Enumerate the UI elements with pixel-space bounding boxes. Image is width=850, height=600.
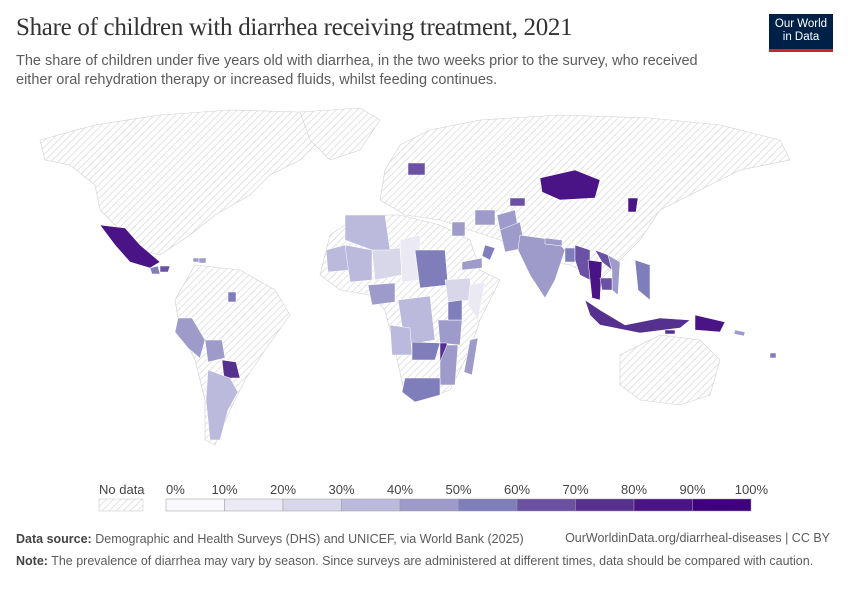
country-mali[interactable]: Mali	[344, 244, 373, 283]
country-niger[interactable]: Niger	[371, 247, 403, 281]
country-mozambique[interactable]: Mozambique	[439, 344, 459, 386]
legend-bin[interactable]	[575, 498, 635, 512]
legend-tick-label: 70%	[562, 482, 588, 497]
country-nepal[interactable]: Nepal	[544, 237, 563, 247]
country-papua-new-guinea[interactable]: Papua New Guinea	[694, 314, 726, 333]
owid-logo[interactable]: Our World in Data	[769, 14, 833, 52]
country-haiti[interactable]: Haiti	[192, 257, 200, 263]
country-peru[interactable]: Peru	[174, 317, 206, 359]
country-iraq[interactable]: Iraq	[451, 221, 466, 237]
country-thailand[interactable]: Thailand	[587, 259, 603, 301]
legend-tick-label: 50%	[445, 482, 471, 497]
chart-subtitle: The share of children under five years o…	[16, 53, 698, 88]
greenland	[299, 107, 381, 161]
legend-bin[interactable]	[165, 498, 225, 512]
country-vietnam[interactable]: Vietnam	[607, 254, 621, 296]
country-somalia[interactable]: Somalia	[467, 281, 486, 321]
legend-tick-label: 40%	[387, 482, 413, 497]
country-mexico[interactable]: Mexico	[99, 224, 161, 269]
country-north-korea[interactable]: North Korea	[627, 197, 639, 213]
country-fiji[interactable]: Fiji	[769, 352, 777, 359]
country-solomon-islands[interactable]: Solomon Islands	[733, 329, 746, 337]
legend-tick-label: 60%	[504, 482, 530, 497]
legend-tick-label: 100%	[735, 482, 769, 497]
country-south-africa[interactable]: South Africa	[401, 377, 441, 403]
country-angola[interactable]: Angola	[389, 324, 413, 356]
legend-tick-label: 0%	[166, 482, 185, 497]
country-zambia[interactable]: Zambia	[411, 341, 441, 361]
legend-no-data-swatch	[98, 498, 144, 512]
legend-tick-label: 20%	[270, 482, 296, 497]
legend-bin[interactable]	[516, 498, 576, 512]
country-nigeria[interactable]: Nigeria	[367, 282, 396, 306]
country-madagascar[interactable]: Madagascar	[463, 337, 479, 376]
note: Note: The prevalence of diarrhea may var…	[16, 553, 816, 569]
country-guatemala[interactable]: Guatemala	[149, 265, 161, 275]
chart-title: Share of children with diarrhea receivin…	[16, 14, 573, 41]
country-tanzania[interactable]: Tanzania	[437, 319, 463, 346]
country-bolivia[interactable]: Bolivia	[204, 339, 226, 363]
country-honduras[interactable]: Honduras	[159, 265, 171, 273]
country-argentina[interactable]: Argentina	[205, 369, 239, 441]
note-label: Note:	[16, 554, 48, 568]
country-kyrgyzstan[interactable]: Kyrgyzstan	[509, 197, 526, 207]
country-oman[interactable]: Oman	[481, 244, 496, 261]
north-america	[39, 109, 331, 256]
legend-bin[interactable]	[282, 498, 342, 512]
legend-bin[interactable]	[399, 498, 459, 512]
country-dominican-republic[interactable]: Dominican Republic	[198, 257, 207, 264]
world-map[interactable]: MexicoGuatemalaHonduras HaitiDominican Re…	[0, 95, 850, 475]
data-source: Data source: Demographic and Health Surv…	[16, 531, 524, 547]
country-algeria[interactable]: Algeria	[344, 214, 391, 251]
legend-tick-label: 30%	[328, 482, 354, 497]
country-turkmenistan[interactable]: Turkmenistan	[474, 209, 496, 226]
legend-bin[interactable]	[458, 498, 518, 512]
source-url[interactable]: OurWorldinData.org/diarrheal-diseases | …	[565, 531, 830, 545]
country-kenya[interactable]: Kenya	[447, 299, 463, 321]
legend-tick-label: 90%	[679, 482, 705, 497]
legend-bin[interactable]	[633, 498, 693, 512]
legend-bin[interactable]	[224, 498, 284, 512]
legend-bin[interactable]	[692, 498, 752, 512]
country-paraguay[interactable]: Paraguay	[221, 359, 241, 379]
country-timor-leste[interactable]: Timor-Leste	[664, 329, 676, 335]
country-cambodia[interactable]: Cambodia	[599, 277, 613, 291]
country-guyana[interactable]: Guyana	[227, 291, 237, 303]
source-label: Data source:	[16, 532, 92, 546]
source-text[interactable]: Demographic and Health Surveys (DHS) and…	[95, 532, 524, 546]
country-philippines[interactable]: Philippines	[634, 259, 651, 301]
country-yemen[interactable]: Yemen	[461, 257, 483, 271]
country-myanmar[interactable]: Myanmar	[574, 244, 591, 281]
country-ethiopia[interactable]: Ethiopia	[444, 277, 473, 303]
color-legend: No data 0% 10% 20% 30% 40% 50% 60% 70% 80% 90% 100…	[98, 482, 769, 512]
note-text: The prevalence of diarrhea may vary by s…	[51, 554, 814, 568]
legend-no-data-label: No data	[99, 482, 145, 497]
australia	[619, 334, 721, 406]
country-mongolia[interactable]: Mongolia	[539, 169, 601, 201]
country-bangladesh[interactable]: Bangladesh	[564, 247, 576, 263]
country-indonesia[interactable]: Indonesia	[584, 299, 691, 334]
legend-bin[interactable]	[341, 498, 401, 512]
legend-tick-label: 80%	[621, 482, 647, 497]
legend-tick-label: 10%	[211, 482, 237, 497]
country-belarus[interactable]: Belarus	[407, 162, 426, 176]
country-sudan[interactable]: Sudan	[414, 249, 449, 289]
